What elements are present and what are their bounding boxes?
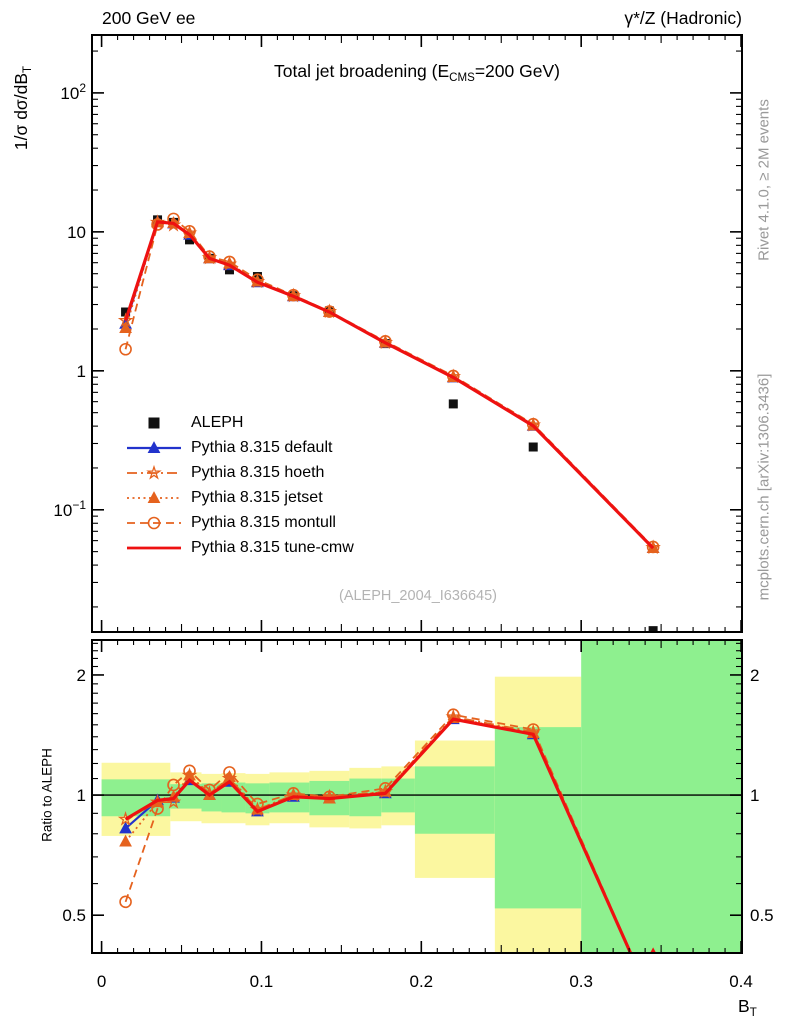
band-green xyxy=(581,641,741,952)
main-y-tick-label: 10 xyxy=(67,223,86,242)
main-title-post: =200 GeV) xyxy=(474,61,560,81)
x-tick-label: 0 xyxy=(97,972,106,991)
x-axis-label: BT xyxy=(738,996,757,1020)
band-green xyxy=(221,782,246,813)
legend-item-pythia-8-315-hoeth: Pythia 8.315 hoeth xyxy=(126,460,324,485)
ratio-y-tick-label: 1 xyxy=(77,786,86,805)
header-process-label: γ*/Z (Hadronic) xyxy=(624,8,742,28)
band-green xyxy=(494,727,582,909)
main-series-pythia-8-315-tune-cmw xyxy=(124,220,655,550)
band-green xyxy=(414,766,495,834)
legend-item-pythia-8-315-default: Pythia 8.315 default xyxy=(126,435,332,460)
main-title: Total jet broadening (ECMS=200 GeV) xyxy=(274,61,560,85)
x-tick-label: 0.4 xyxy=(729,972,753,991)
legend-label: Pythia 8.315 tune-cmw xyxy=(191,538,354,556)
main-title-sub: CMS xyxy=(449,72,475,85)
watermark-analysis-id: (ALEPH_2004_I636645) xyxy=(338,588,498,604)
legend-item-aleph: ALEPH xyxy=(126,410,243,435)
axis-ticks xyxy=(92,35,742,953)
legend: ALEPH Pythia 8.315 default Pythia 8.315 ho… xyxy=(126,410,456,560)
axis-tick-labels: 102 10 1 10−1 2 2 1 1 0.5 0.5 0 0.1 0.2 0.3 0.4 xyxy=(53,81,773,991)
legend-label: Pythia 8.315 montull xyxy=(191,513,336,531)
legend-label: Pythia 8.315 default xyxy=(191,438,333,456)
ratio-y-tick-label-right: 1 xyxy=(750,786,759,805)
main-y-tick-label: 10−1 xyxy=(53,498,86,520)
x-tick-label: 0.3 xyxy=(569,972,593,991)
legend-marker-sample xyxy=(127,516,181,529)
ratio-y-tick-label: 2 xyxy=(77,666,86,685)
ratio-uncertainty-bands xyxy=(101,641,741,952)
x-tick-label: 0.1 xyxy=(250,972,274,991)
ratio-y-tick-label: 0.5 xyxy=(62,906,86,925)
ratio-y-tick-label-right: 2 xyxy=(750,666,759,685)
legend-item-pythia-8-315-tune-cmw: Pythia 8.315 tune-cmw xyxy=(126,535,354,560)
mcplots-source-note: mcplots.cern.ch [arXiv:1306.3436] xyxy=(755,373,773,601)
legend-marker-sample xyxy=(127,546,181,549)
x-tick-label: 0.2 xyxy=(409,972,433,991)
legend-label: Pythia 8.315 jetset xyxy=(191,488,323,506)
main-y-axis-label: 1/σ dσ/dBT xyxy=(11,65,35,151)
band-green xyxy=(101,779,171,817)
legend-label: ALEPH xyxy=(191,413,244,431)
legend-marker-sample xyxy=(127,490,181,503)
legend-item-pythia-8-315-montull: Pythia 8.315 montull xyxy=(126,510,336,535)
legend-item-pythia-8-315-jetset: Pythia 8.315 jetset xyxy=(126,485,323,510)
ratio-y-tick-label-right: 0.5 xyxy=(750,906,774,925)
ratio-panel-frame xyxy=(91,639,743,954)
rivet-version-note: Rivet 4.1.0, ≥ 2M events xyxy=(755,99,773,261)
legend-marker-sample xyxy=(127,440,181,453)
ratio-y-axis-label: Ratio to ALEPH xyxy=(39,748,55,842)
main-y-tick-label: 1 xyxy=(77,362,86,381)
main-panel-frame xyxy=(91,34,743,633)
ratio-series-pythia-8-315-tune-cmw xyxy=(124,717,632,952)
ratio-clipped-marker xyxy=(650,947,656,952)
legend-label: Pythia 8.315 hoeth xyxy=(191,463,325,481)
legend-marker-sample xyxy=(148,417,160,428)
main-title-pre: Total jet broadening (E xyxy=(274,61,450,81)
main-y-tick-label: 102 xyxy=(60,81,86,103)
header-beam-label: 200 GeV ee xyxy=(102,8,196,28)
legend-marker-sample xyxy=(127,464,181,480)
